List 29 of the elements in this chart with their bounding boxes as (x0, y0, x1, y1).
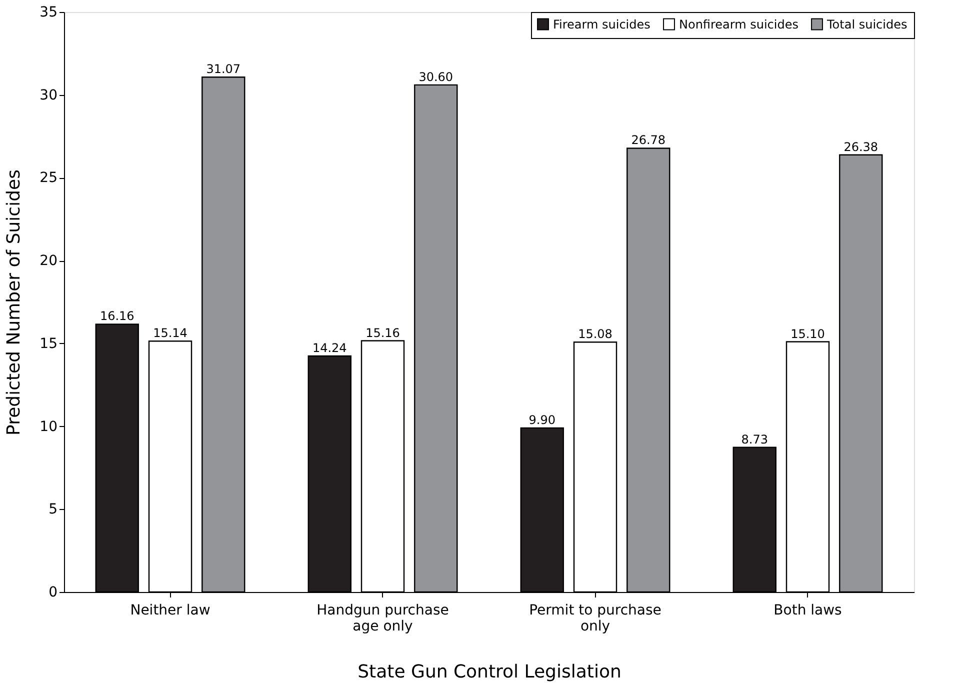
y-tick-label: 0 (48, 584, 58, 600)
data-label: 9.90 (528, 412, 556, 427)
legend-label: Firearm suicides (553, 17, 650, 32)
x-tick-label: Permit to purchase only (529, 602, 662, 634)
y-tick-label: 35 (40, 4, 58, 20)
data-label: 15.14 (153, 326, 188, 340)
data-label: 14.24 (312, 341, 347, 356)
y-axis-title: Predicted Number of Suicides (4, 170, 25, 436)
data-label: 15.10 (790, 326, 825, 341)
data-label: 15.16 (366, 326, 400, 340)
x-tick-label: Both laws (774, 602, 842, 618)
x-tick-label: Handgun purchase age only (316, 602, 449, 634)
x-tick-label: Neither law (130, 602, 210, 618)
legend-label: Total suicides (826, 17, 908, 32)
y-tick-label: 20 (40, 253, 58, 270)
data-label: 26.78 (631, 133, 666, 148)
legend-label: Nonfirearm suicides (679, 17, 798, 32)
data-label: 16.16 (100, 309, 134, 324)
data-label: 31.07 (206, 62, 241, 76)
y-tick-label: 5 (48, 502, 58, 518)
data-label: 15.08 (578, 327, 612, 342)
data-label: 26.38 (844, 140, 878, 154)
y-tick-label: 15 (40, 336, 58, 352)
y-tick-label: 30 (40, 87, 58, 104)
y-tick-label: 25 (40, 170, 58, 186)
y-tick-label: 10 (40, 418, 58, 435)
data-label: 30.60 (418, 70, 454, 84)
data-label: 8.73 (741, 432, 768, 446)
x-axis-title: State Gun Control Legislation (358, 662, 622, 682)
